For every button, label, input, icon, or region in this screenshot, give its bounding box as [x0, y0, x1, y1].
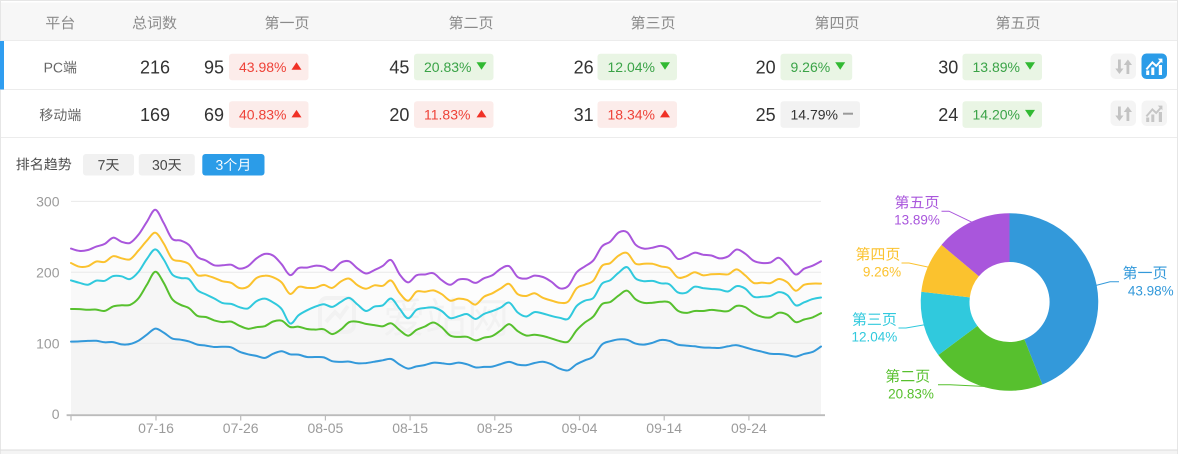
svg-text:12.04%: 12.04% [852, 330, 898, 345]
svg-text:20: 20 [389, 105, 409, 125]
svg-text:13.89%: 13.89% [894, 213, 940, 228]
svg-text:08-15: 08-15 [392, 420, 428, 436]
svg-text:24: 24 [938, 105, 958, 125]
svg-text:07-26: 07-26 [223, 420, 259, 436]
svg-text:169: 169 [140, 105, 170, 125]
svg-text:09-04: 09-04 [562, 420, 598, 436]
svg-text:09-24: 09-24 [731, 420, 767, 436]
svg-text:14.20%: 14.20% [973, 106, 1020, 122]
svg-text:200: 200 [36, 264, 60, 280]
svg-text:30: 30 [938, 57, 958, 77]
svg-text:45: 45 [389, 57, 409, 77]
svg-text:69: 69 [204, 105, 224, 125]
svg-text:0: 0 [52, 406, 60, 422]
svg-text:20.83%: 20.83% [424, 59, 471, 75]
svg-text:08-05: 08-05 [307, 420, 343, 436]
svg-text:216: 216 [140, 57, 170, 77]
svg-text:40.83%: 40.83% [239, 106, 286, 122]
svg-text:9.26%: 9.26% [791, 59, 831, 75]
svg-text:18.34%: 18.34% [608, 106, 655, 122]
svg-text:43.98%: 43.98% [239, 59, 286, 75]
svg-text:95: 95 [204, 57, 224, 77]
svg-text:31: 31 [574, 105, 594, 125]
svg-text:20: 20 [756, 57, 776, 77]
svg-text:08-25: 08-25 [477, 420, 513, 436]
svg-text:07-16: 07-16 [138, 420, 174, 436]
svg-text:43.98%: 43.98% [1128, 284, 1174, 299]
svg-text:09-14: 09-14 [646, 420, 682, 436]
svg-text:26: 26 [574, 57, 594, 77]
svg-text:11.83%: 11.83% [424, 106, 470, 122]
svg-text:100: 100 [36, 335, 60, 351]
svg-text:13.89%: 13.89% [973, 59, 1020, 75]
svg-text:14.79%: 14.79% [791, 106, 838, 122]
svg-text:9.26%: 9.26% [863, 265, 901, 280]
svg-text:12.04%: 12.04% [608, 59, 655, 75]
svg-text:25: 25 [756, 105, 776, 125]
svg-text:20.83%: 20.83% [888, 387, 934, 402]
svg-text:300: 300 [36, 193, 60, 209]
